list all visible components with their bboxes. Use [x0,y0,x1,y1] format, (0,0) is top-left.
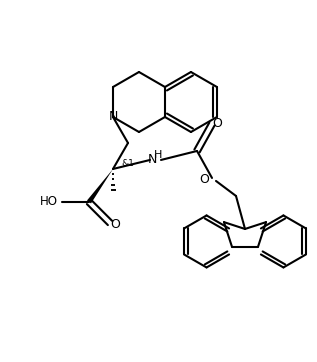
Text: HO: HO [40,195,58,209]
Text: O: O [199,173,209,186]
Text: O: O [212,117,222,130]
Polygon shape [87,169,113,203]
Text: &1: &1 [121,160,134,168]
Text: H: H [154,150,162,160]
Text: O: O [110,218,120,231]
Text: N: N [147,153,157,167]
Text: N: N [108,110,118,123]
